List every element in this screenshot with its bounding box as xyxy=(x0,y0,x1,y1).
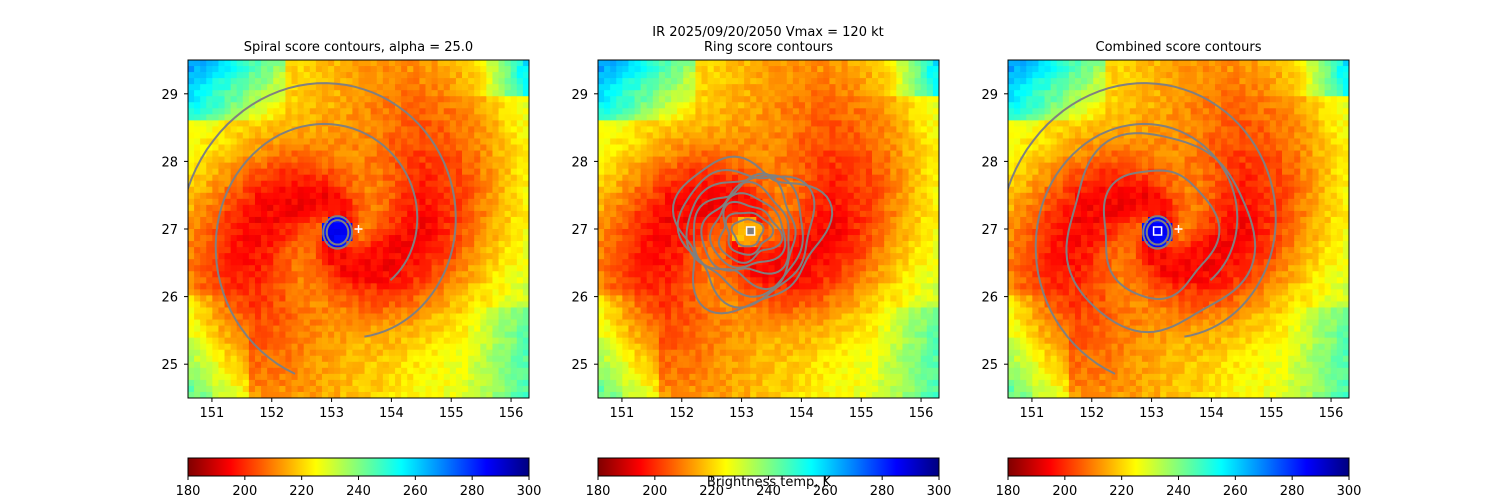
x-tick-label: 153 xyxy=(319,406,344,421)
colorbar-tick-label: 280 xyxy=(1280,484,1305,499)
x-tick-label: 151 xyxy=(1020,406,1045,421)
y-tick-label: 28 xyxy=(571,155,588,170)
x-tick-label: 156 xyxy=(1319,406,1344,421)
colorbar xyxy=(598,458,939,476)
colorbar-tick-label: 180 xyxy=(996,484,1021,499)
x-tick-label: 155 xyxy=(1259,406,1284,421)
x-tick-label: 153 xyxy=(729,406,754,421)
y-tick-label: 28 xyxy=(161,155,178,170)
x-tick-label: 154 xyxy=(1199,406,1224,421)
panel-title: Spiral score contours, alpha = 25.0 xyxy=(244,40,473,55)
colorbar-tick-label: 200 xyxy=(232,484,257,499)
x-tick-label: 155 xyxy=(849,406,874,421)
center-square-marker xyxy=(747,227,755,235)
y-tick-label: 25 xyxy=(981,358,998,373)
colorbar-tick-label: 300 xyxy=(927,484,952,499)
x-tick-label: 151 xyxy=(610,406,635,421)
x-tick-label: 154 xyxy=(789,406,814,421)
colorbar-label: Brightness temp, K xyxy=(707,475,832,490)
y-tick-label: 29 xyxy=(571,88,588,103)
panel-1: Spiral score contours, alpha = 25.0 151 15… xyxy=(161,40,541,499)
panel-title: Combined score contours xyxy=(1096,40,1262,55)
colorbar-tick-label: 260 xyxy=(403,484,428,499)
colorbar-tick-label: 300 xyxy=(517,484,542,499)
y-tick-label: 28 xyxy=(981,155,998,170)
x-tick-label: 155 xyxy=(439,406,464,421)
colorbar xyxy=(188,458,529,476)
x-tick-label: 152 xyxy=(259,406,284,421)
x-tick-label: 156 xyxy=(909,406,934,421)
y-tick-label: 29 xyxy=(981,88,998,103)
y-tick-label: 27 xyxy=(981,223,998,238)
y-tick-label: 25 xyxy=(571,358,588,373)
colorbar-tick-label: 200 xyxy=(642,484,667,499)
x-tick-label: 153 xyxy=(1139,406,1164,421)
colorbar-tick-label: 220 xyxy=(289,484,314,499)
panel-title: Ring score contours xyxy=(704,40,833,55)
colorbar-tick-label: 180 xyxy=(176,484,201,499)
center-square-marker xyxy=(1154,227,1162,235)
colorbar-tick-label: 240 xyxy=(1166,484,1191,499)
y-tick-label: 27 xyxy=(161,223,178,238)
x-tick-label: 151 xyxy=(200,406,225,421)
colorbar-tick-label: 300 xyxy=(1337,484,1362,499)
colorbar-tick-label: 280 xyxy=(460,484,485,499)
y-tick-label: 26 xyxy=(981,291,998,306)
y-tick-label: 27 xyxy=(571,223,588,238)
colorbar xyxy=(1008,458,1349,476)
y-tick-label: 26 xyxy=(571,291,588,306)
y-tick-label: 26 xyxy=(161,291,178,306)
x-tick-label: 152 xyxy=(1079,406,1104,421)
colorbar-tick-label: 280 xyxy=(870,484,895,499)
colorbar-tick-label: 200 xyxy=(1052,484,1077,499)
colorbar-tick-label: 220 xyxy=(1109,484,1134,499)
y-tick-label: 25 xyxy=(161,358,178,373)
panel-2: Ring score contours 151 152 153 154 155 156 25 2… xyxy=(571,40,951,499)
colorbar-tick-label: 180 xyxy=(586,484,611,499)
x-tick-label: 152 xyxy=(669,406,694,421)
panel-3: Combined score contours 151 152 153 154 155 15… xyxy=(981,40,1361,499)
figure-suptitle: IR 2025/09/20/2050 Vmax = 120 kt xyxy=(652,25,883,40)
colorbar-tick-label: 260 xyxy=(1223,484,1248,499)
y-tick-label: 29 xyxy=(161,88,178,103)
x-tick-label: 154 xyxy=(379,406,404,421)
x-tick-label: 156 xyxy=(499,406,524,421)
brightness-heatmap xyxy=(598,60,940,399)
colorbar-tick-label: 240 xyxy=(346,484,371,499)
